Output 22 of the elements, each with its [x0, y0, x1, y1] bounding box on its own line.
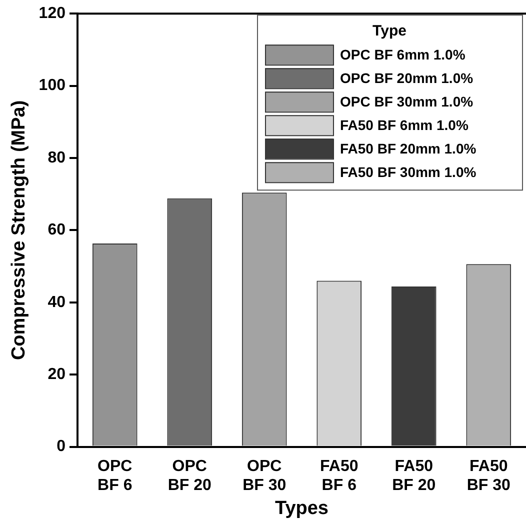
x-tick-label: OPC BF 6 [98, 458, 133, 494]
legend-title: Type [372, 22, 406, 40]
y-tick-label: 40 [48, 294, 66, 311]
x-tick-label: FA50 BF 6 [320, 458, 358, 494]
y-tick-label: 120 [38, 5, 66, 22]
legend-label: FA50 BF 6mm 1.0% [340, 116, 469, 133]
x-axis-title: Types [274, 498, 329, 519]
x-tick-label: FA50 BF 30 [466, 458, 511, 494]
x-tick-label: OPC BF 30 [242, 458, 286, 494]
legend-label: FA50 BF 20mm 1.0% [340, 140, 477, 156]
y-tick-label: 20 [48, 366, 66, 384]
legend-label: OPC BF 20mm 1.0% [340, 70, 474, 86]
y-tick-label: 100 [38, 77, 66, 94]
legend-label: OPC BF 30mm 1.0% [340, 93, 474, 110]
legend-label: OPC BF 6mm 1.0% [340, 46, 466, 62]
y-tick-label: 80 [48, 149, 66, 166]
x-tick-label: OPC BF 20 [168, 458, 212, 494]
y-tick-label: 0 [56, 438, 66, 456]
x-tick-label: FA50 BF 20 [392, 458, 436, 494]
y-axis-title: Compressive Strength (MPa) [8, 100, 30, 360]
y-tick-label: 60 [48, 222, 66, 239]
legend-label: FA50 BF 30mm 1.0% [340, 164, 477, 180]
